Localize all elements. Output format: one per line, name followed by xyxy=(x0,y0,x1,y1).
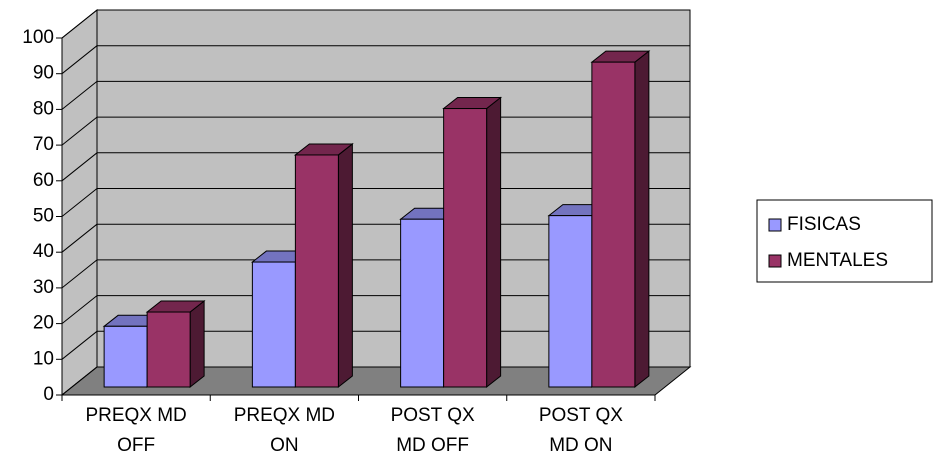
legend-swatch xyxy=(768,254,782,268)
y-tick-label: 10 xyxy=(33,348,54,369)
legend xyxy=(756,199,933,283)
grid-line xyxy=(61,223,98,253)
y-tick-label: 70 xyxy=(33,134,54,155)
bar xyxy=(443,108,488,388)
y-tick-label: 40 xyxy=(33,241,54,262)
grid-line xyxy=(61,152,98,182)
grid-line xyxy=(61,9,98,39)
bar xyxy=(103,325,148,388)
y-tick-label: 60 xyxy=(33,170,54,191)
bar xyxy=(146,311,191,388)
x-tick-label: POST QX MD OFF xyxy=(390,405,475,456)
legend-label: FISICAS xyxy=(787,214,861,235)
bar-side xyxy=(486,96,502,389)
grid-line xyxy=(61,295,98,324)
bar-side xyxy=(337,142,353,389)
x-tick-label: POST QX MD ON xyxy=(538,405,623,456)
grid-line xyxy=(61,188,98,217)
grid-line xyxy=(61,45,98,75)
bar xyxy=(294,154,339,388)
legend-swatch xyxy=(768,218,782,232)
y-tick-label: 90 xyxy=(33,63,54,84)
grid-line xyxy=(61,259,98,289)
y-tick-label: 0 xyxy=(43,384,54,405)
grid-line xyxy=(61,116,98,146)
x-tick-label: PREQX MD ON xyxy=(233,405,336,456)
y-tick-label: 30 xyxy=(33,277,54,298)
bar xyxy=(548,215,593,388)
grid-line xyxy=(61,81,98,110)
grid-line xyxy=(61,330,98,360)
bar xyxy=(400,218,445,388)
legend-label: MENTALES xyxy=(787,250,888,271)
grid-line xyxy=(61,366,98,396)
y-tick-label: 50 xyxy=(33,206,54,227)
y-tick-label: 100 xyxy=(22,27,54,48)
bar xyxy=(251,261,296,388)
y-tick-label: 80 xyxy=(33,98,54,119)
x-tick-label: PREQX MD OFF xyxy=(85,405,187,456)
bar-side xyxy=(634,50,650,389)
y-tick-label: 20 xyxy=(33,313,54,334)
bar xyxy=(591,61,636,388)
bar-side xyxy=(189,300,205,389)
